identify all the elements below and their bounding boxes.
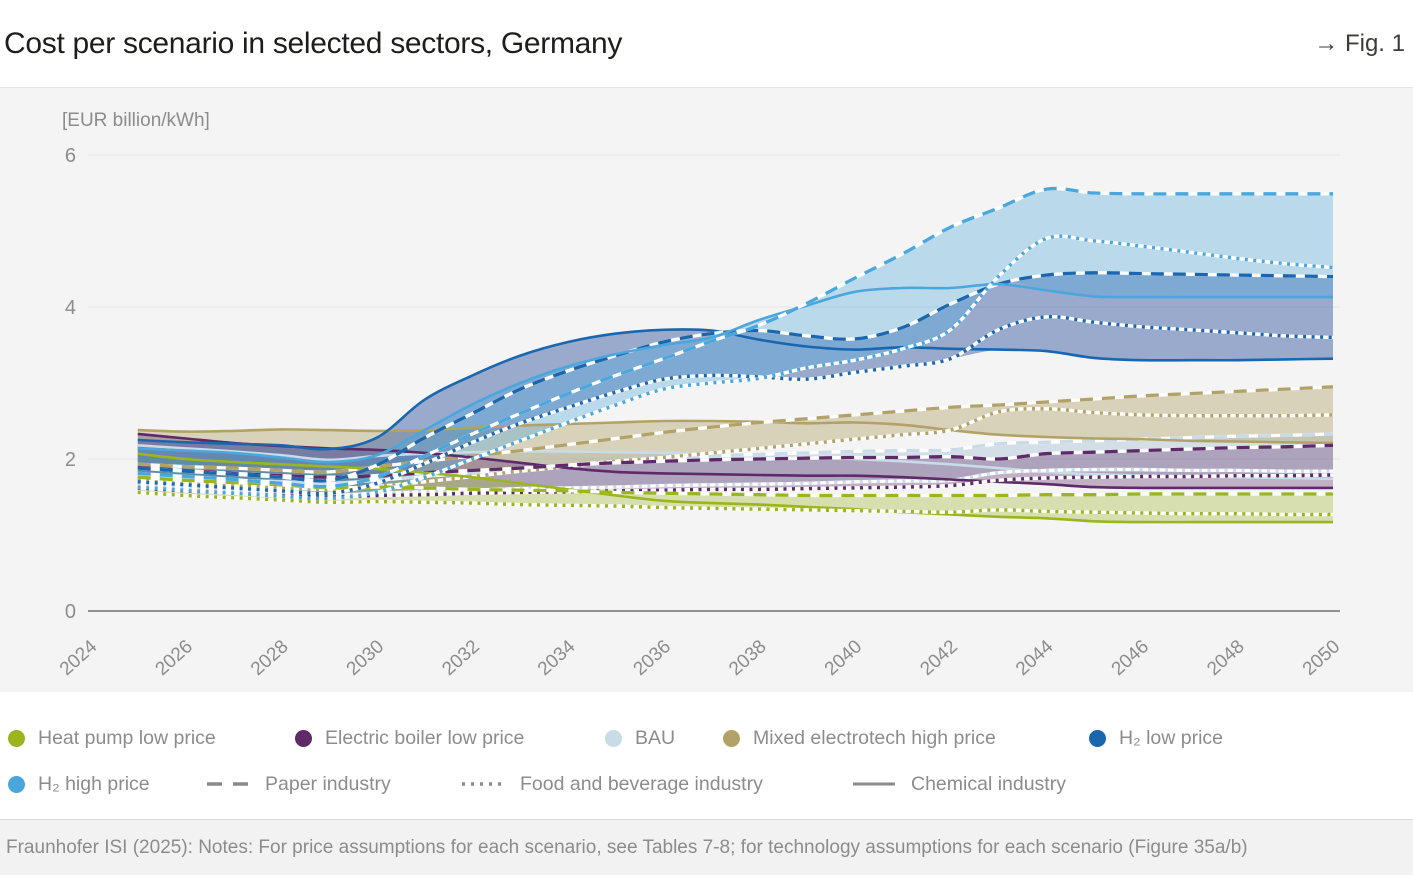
chart-legend: Heat pump low price Electric boiler low p… — [0, 692, 1413, 819]
line-h2_high-paper — [137, 186, 1333, 489]
scenario-lines — [137, 186, 1334, 524]
line-h2_low-paper — [137, 271, 1334, 483]
legend-item-h2_low: H₂ low price — [1089, 725, 1223, 751]
x-tick-label: 2050 — [1299, 636, 1344, 680]
y-axis-unit-label: [EUR billion/kWh] — [62, 110, 210, 131]
line-h2_high-chemical — [137, 282, 1333, 464]
dashed-line-icon — [207, 782, 249, 786]
legend-item-electric_boiler: Electric boiler low price — [295, 725, 524, 751]
legend-item-food_beverage: Food and beverage industry — [460, 771, 763, 797]
solid-line-icon — [853, 782, 895, 786]
legend-label: H₂ high price — [38, 772, 150, 795]
legend-label: BAU — [635, 726, 676, 749]
page-title: Cost per scenario in selected sectors, G… — [4, 26, 623, 60]
h2_low-color-dot — [1089, 729, 1106, 747]
x-tick-label: 2030 — [343, 636, 388, 680]
legend-label: Heat pump low price — [38, 726, 216, 749]
x-tick-label: 2044 — [1012, 636, 1058, 680]
legend-item-heat_pump: Heat pump low price — [8, 725, 216, 751]
x-tick-label: 2024 — [56, 636, 102, 680]
x-tick-label: 2048 — [1203, 636, 1248, 680]
legend-item-chemical: Chemical industry — [851, 771, 1066, 797]
line-mixed_electrotech-paper — [137, 385, 1334, 474]
legend-item-h2_high: H₂ high price — [8, 771, 150, 797]
band-mixed_electrotech — [137, 386, 1333, 490]
figure-header: Cost per scenario in selected sectors, G… — [0, 0, 1413, 88]
cost-per-scenario-chart: 0 2 4 6 2024 2026 2028 2030 2032 2034 2036 2038 2040… — [56, 145, 1344, 680]
y-tick-label: 0 — [65, 601, 76, 623]
source-note: Fraunhofer ISI (2025): Notes: For price … — [6, 836, 1248, 858]
legend-item-mixed_electrotech: Mixed electrotech high price — [723, 725, 996, 751]
dotted-line-icon — [462, 782, 504, 786]
y-tick-label: 2 — [65, 449, 76, 471]
heat_pump-color-dot — [8, 729, 25, 747]
y-tick-label: 6 — [65, 145, 76, 167]
line-electric_boiler-food_beverage — [137, 473, 1334, 499]
x-tick-label: 2042 — [916, 636, 961, 680]
line-h2_high-food_beverage — [137, 234, 1334, 501]
x-tick-label: 2040 — [821, 636, 866, 680]
h2_high-color-dot — [8, 775, 25, 793]
legend-label: Food and beverage industry — [520, 772, 763, 795]
legend-label: Paper industry — [265, 772, 391, 795]
line-mixed_electrotech-chemical — [137, 419, 1334, 445]
legend-label: Chemical industry — [911, 772, 1066, 795]
legend-label: Electric boiler low price — [325, 726, 525, 749]
legend-item-paper: Paper industry — [205, 771, 391, 797]
x-tick-label: 2034 — [534, 636, 580, 680]
bau-color-dot — [605, 729, 622, 747]
band-heat_pump — [137, 453, 1333, 523]
figure-reference: → Fig. 1 — [1314, 29, 1405, 57]
x-tick-label: 2028 — [247, 636, 292, 680]
mixed_electrotech-color-dot — [723, 729, 740, 747]
x-tick-label: 2046 — [1108, 636, 1153, 680]
line-heat_pump-paper — [137, 475, 1333, 498]
legend-label: Mixed electrotech high price — [753, 726, 996, 749]
legend-label: H₂ low price — [1119, 726, 1224, 749]
x-tick-label: 2038 — [725, 636, 770, 680]
line-heat_pump-food_beverage — [137, 490, 1334, 517]
electric_boiler-color-dot — [295, 729, 312, 747]
chart-area: [EUR billion/kWh] 0 2 4 6 2024 2026 2028 2030 20… — [0, 88, 1413, 692]
line-electric_boiler-paper — [137, 443, 1334, 479]
line-heat_pump-chemical — [137, 452, 1333, 524]
x-tick-label: 2036 — [630, 636, 675, 680]
x-tick-label: 2032 — [438, 636, 483, 680]
x-tick-label: 2026 — [151, 636, 196, 680]
band-h2_low — [137, 272, 1333, 494]
legend-item-bau: BAU — [605, 725, 675, 751]
line-h2_low-food_beverage — [137, 314, 1334, 496]
band-h2_high — [137, 188, 1333, 499]
source-footer: Fraunhofer ISI (2025): Notes: For price … — [0, 819, 1413, 875]
y-tick-label: 4 — [65, 297, 76, 319]
